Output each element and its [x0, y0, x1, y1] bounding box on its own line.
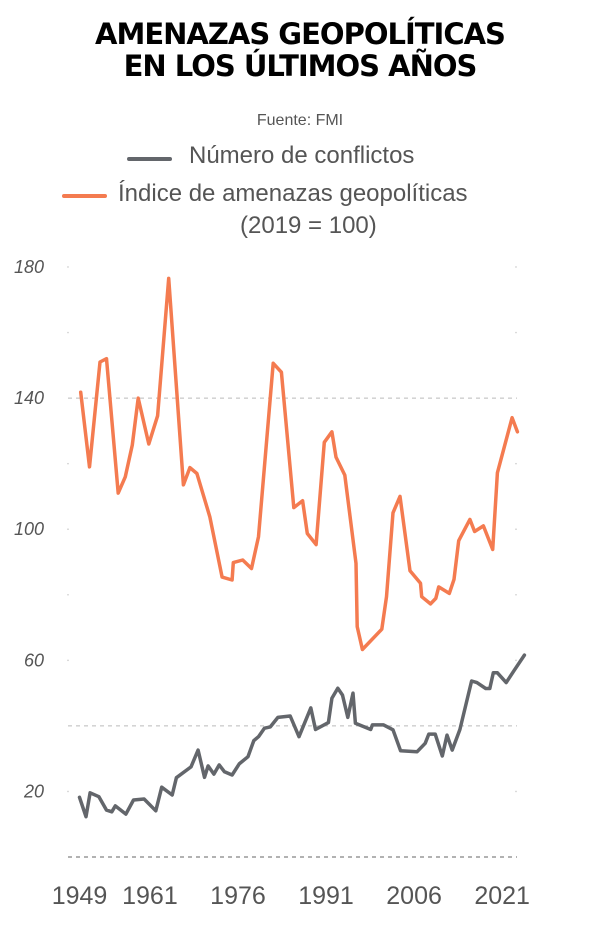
grid-tick-right-120: [515, 462, 517, 465]
grid-tick-right-20: [515, 790, 517, 793]
legend-label-threat-index: Índice de amenazas geopolíticas: [118, 180, 468, 207]
chart-title-line-2: EN LOS ÚLTIMOS AÑOS: [123, 49, 478, 83]
grid-tick-left-160: [67, 331, 69, 334]
x-tick-label: 2021: [474, 882, 530, 910]
legend-swatch-conflicts: [127, 157, 172, 161]
series-line-threat-index: [78, 276, 520, 652]
legend-swatch-threat-index: [62, 194, 107, 198]
grid-tick-right-60: [515, 659, 517, 662]
legend-label-threat-index-line2: (2019 = 100): [240, 212, 377, 239]
grid-tick-left-100: [67, 528, 69, 530]
grid-tick-left-80: [67, 593, 69, 596]
x-tick-label: 1976: [210, 882, 266, 910]
x-tick-label: 1949: [52, 882, 108, 910]
grid-tick-right-180: [515, 266, 517, 268]
chart-title: AMENAZAS GEOPOLÍTICAS EN LOS ÚLTIMOS AÑO…: [0, 18, 600, 82]
y-tick-label: 140: [14, 388, 44, 408]
x-tick-label: 1961: [122, 882, 178, 910]
grid-tick-left-120: [67, 462, 69, 465]
y-tick-label: 60: [24, 650, 44, 670]
y-tick-label: 180: [14, 257, 44, 277]
x-tick-label: 1991: [298, 882, 354, 910]
grid-tick-left-20: [67, 790, 69, 793]
legend-label-conflicts: Número de conflictos: [189, 142, 415, 169]
chart-source: Fuente: FMI: [256, 112, 344, 129]
y-tick-label: 20: [23, 781, 44, 801]
grid-tick-left-180: [67, 266, 69, 268]
y-tick-label: 100: [14, 519, 44, 539]
x-tick-label: 2006: [386, 882, 442, 910]
grid-tick-left-60: [67, 659, 69, 662]
grid-tick-right-80: [515, 593, 517, 596]
chart-title-line-1: AMENAZAS GEOPOLÍTICAS: [95, 17, 506, 51]
grid-tick-right-100: [515, 528, 517, 530]
series-line-conflicts: [77, 653, 527, 819]
grid-tick-right-160: [515, 331, 517, 334]
